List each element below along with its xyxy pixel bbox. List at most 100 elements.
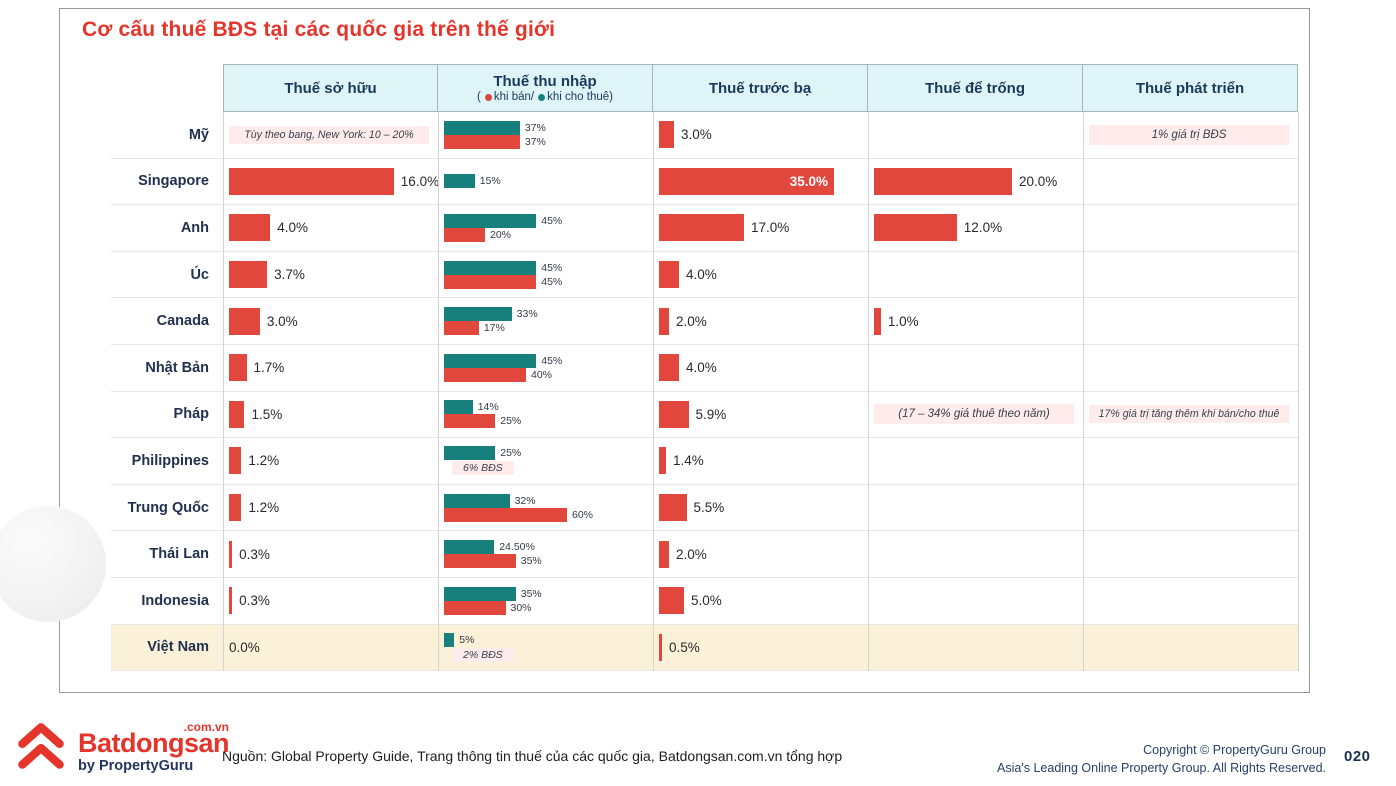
rent-tax-bar: [444, 586, 516, 601]
income-bars: 45% 45%: [444, 260, 563, 289]
cell-phat-trien: [1083, 159, 1298, 206]
bar-value-label: 3.7%: [274, 267, 305, 283]
bar-value-label: 20.0%: [1019, 173, 1058, 189]
cell-truoc-ba: 1.4%: [653, 438, 868, 485]
cell-phat-trien: [1083, 252, 1298, 299]
cell-phat-trien: [1083, 578, 1298, 625]
bar-value-label: 17.0%: [751, 220, 790, 236]
cell-de-trong: [868, 252, 1083, 299]
cell-de-trong: [868, 578, 1083, 625]
cell-thu-nhap: 45% 40%: [438, 345, 653, 392]
rent-tax-bar: [444, 213, 537, 228]
income-bar-row: 15%: [444, 174, 501, 189]
bar-value-label: 30%: [510, 601, 532, 614]
bar-value-label: 40%: [531, 368, 553, 381]
column-grid-line: [1083, 112, 1084, 671]
tax-bar: [659, 307, 669, 335]
cell-de-trong: [868, 625, 1083, 672]
cell-so-huu: 1.5%: [223, 392, 438, 439]
column-grid-line: [868, 112, 869, 671]
cell-truoc-ba: 17.0%: [653, 205, 868, 252]
income-bars: 24.50% 35%: [444, 540, 542, 569]
note-chip: 1% giá trị BĐS: [1089, 124, 1289, 145]
cell-de-trong: (17 – 34% giá thuê theo năm): [868, 392, 1083, 439]
sell-tax-bar: [444, 507, 567, 522]
page-number: 020: [1344, 748, 1371, 765]
country-label: Pháp: [111, 392, 223, 439]
cell-phat-trien: [1083, 531, 1298, 578]
cell-truoc-ba: 35.0%: [653, 159, 868, 206]
table-row: Việt Nam 0.0% 5% 2% BĐS 0.5%: [111, 624, 1298, 672]
cell-phat-trien: 1% giá trị BĐS: [1083, 112, 1298, 159]
copyright-line1: Copyright © PropertyGuru Group: [1143, 743, 1326, 757]
bar-value-label: 60%: [572, 508, 594, 521]
cell-truoc-ba: 2.0%: [653, 531, 868, 578]
income-bar-row: 45%: [444, 260, 563, 275]
column-header-label: Thuế trước bạ: [708, 79, 812, 97]
cell-thu-nhap: 5% 2% BĐS: [438, 625, 653, 672]
cell-de-trong: 12.0%: [868, 205, 1083, 252]
rent-tax-bar: [444, 400, 473, 415]
bar-value-label: 1.4%: [673, 453, 704, 469]
column-header-label: Thuế để trống: [925, 79, 1025, 97]
rent-tax-bar: [444, 540, 495, 555]
income-bar-row: 14%: [444, 400, 521, 415]
income-bar-row: 45%: [444, 213, 562, 228]
cell-truoc-ba: 0.5%: [653, 625, 868, 672]
tax-table: Thuế sở hữu Thuế thu nhập(khi bán/khi cho…: [111, 64, 1299, 672]
tax-bar: 35.0%: [659, 167, 834, 195]
cell-de-trong: [868, 112, 1083, 159]
table-row: Canada 3.0% 33% 17% 2.0% 1.0%: [111, 298, 1298, 345]
cell-truoc-ba: 4.0%: [653, 252, 868, 299]
rent-tax-bar: [444, 353, 537, 368]
country-label: Canada: [111, 298, 223, 345]
table-row: Mỹ Tùy theo bang, New York: 10 – 20% 37% 37…: [111, 112, 1298, 159]
note-chip: (17 – 34% giá thuê theo năm): [874, 404, 1074, 425]
income-bars: 33% 17%: [444, 307, 538, 336]
cell-truoc-ba: 3.0%: [653, 112, 868, 159]
tax-bar: [229, 307, 260, 335]
bar-value-label: 35%: [520, 587, 542, 600]
income-bars: 35% 30%: [444, 586, 542, 615]
income-legend: (khi bán/khi cho thuê): [477, 91, 613, 103]
income-bar-row: 32%: [444, 493, 593, 508]
bar-value-label: 20%: [490, 228, 512, 241]
batdongsan-logo-icon: [18, 723, 64, 769]
rent-tax-bar: [444, 174, 475, 189]
column-header-2: Thuế thu nhập(khi bán/khi cho thuê): [437, 64, 653, 112]
bar-value-label: 45%: [541, 261, 563, 274]
cell-so-huu: 3.0%: [223, 298, 438, 345]
tax-bar: [874, 167, 1012, 195]
cell-thu-nhap: 35% 30%: [438, 578, 653, 625]
cell-thu-nhap: 33% 17%: [438, 298, 653, 345]
column-header-4: Thuế để trống: [867, 64, 1083, 112]
table-header-row: Thuế sở hữu Thuế thu nhập(khi bán/khi cho…: [111, 64, 1298, 112]
income-bar-row: 37%: [444, 120, 546, 135]
bar-value-label: 37%: [524, 135, 546, 148]
rent-tax-bar: [444, 120, 520, 135]
logo-text: .com.vn Batdongsan by PropertyGuru: [78, 720, 230, 773]
cell-so-huu: 3.7%: [223, 252, 438, 299]
tax-bar: [229, 540, 233, 568]
chart-card: Cơ cấu thuế BĐS tại các quốc gia trên th…: [59, 8, 1310, 693]
bar-value-label: 24.50%: [499, 541, 535, 554]
bar-value-label: 5.9%: [695, 406, 727, 422]
cell-de-trong: 1.0%: [868, 298, 1083, 345]
country-label: Úc: [111, 252, 223, 299]
cell-thu-nhap: 32% 60%: [438, 485, 653, 532]
cell-so-huu: Tùy theo bang, New York: 10 – 20%: [223, 112, 438, 159]
logo-brand: Batdongsan: [78, 728, 230, 759]
tax-bar: [659, 354, 679, 382]
sell-tax-bar: [444, 414, 496, 429]
income-bar-row: 37%: [444, 134, 546, 149]
cell-phat-trien: [1083, 298, 1298, 345]
sell-tax-bar: [444, 367, 526, 382]
rent-tax-bar: [444, 446, 496, 461]
income-bar-row: 40%: [444, 367, 562, 382]
income-bars: 32% 60%: [444, 493, 594, 522]
column-grid-line: [653, 112, 654, 671]
tax-bar: [659, 121, 674, 149]
tax-bar: [659, 494, 687, 522]
income-bar-row: 20%: [444, 227, 562, 242]
